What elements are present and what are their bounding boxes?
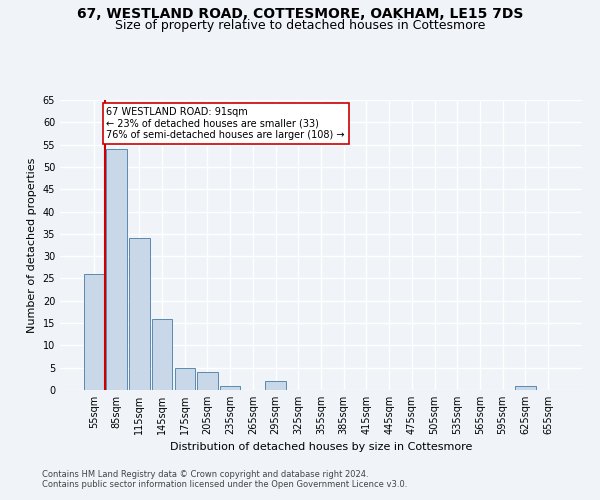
Bar	[84, 274, 104, 390]
Text: Distribution of detached houses by size in Cottesmore: Distribution of detached houses by size …	[170, 442, 472, 452]
Text: Contains HM Land Registry data © Crown copyright and database right 2024.: Contains HM Land Registry data © Crown c…	[42, 470, 368, 479]
Text: Size of property relative to detached houses in Cottesmore: Size of property relative to detached ho…	[115, 19, 485, 32]
Text: 67 WESTLAND ROAD: 91sqm
← 23% of detached houses are smaller (33)
76% of semi-de: 67 WESTLAND ROAD: 91sqm ← 23% of detache…	[106, 106, 345, 140]
Bar	[106, 149, 127, 390]
Bar	[220, 386, 241, 390]
Bar	[129, 238, 149, 390]
Bar	[175, 368, 195, 390]
Bar	[265, 381, 286, 390]
Text: Contains public sector information licensed under the Open Government Licence v3: Contains public sector information licen…	[42, 480, 407, 489]
Text: 67, WESTLAND ROAD, COTTESMORE, OAKHAM, LE15 7DS: 67, WESTLAND ROAD, COTTESMORE, OAKHAM, L…	[77, 8, 523, 22]
Bar	[152, 318, 172, 390]
Bar	[197, 372, 218, 390]
Bar	[515, 386, 536, 390]
Y-axis label: Number of detached properties: Number of detached properties	[27, 158, 37, 332]
